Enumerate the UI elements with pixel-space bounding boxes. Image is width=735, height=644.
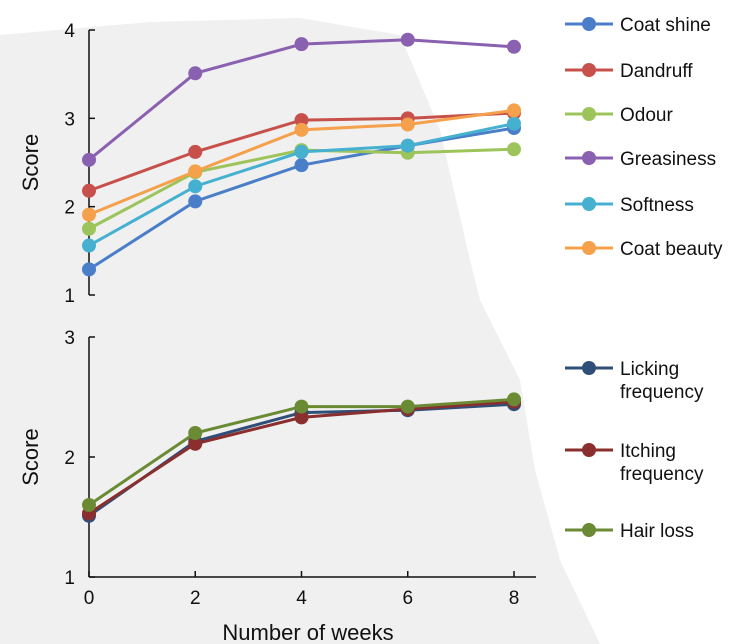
data-point — [82, 262, 96, 277]
data-point — [82, 152, 96, 167]
x-tick-label: 4 — [296, 588, 307, 609]
data-point — [82, 238, 96, 253]
y-tick-label: 3 — [64, 328, 75, 349]
data-point — [507, 392, 521, 407]
data-point — [82, 183, 96, 198]
data-point — [400, 399, 415, 414]
y-tick-label: 3 — [64, 109, 75, 130]
series-greasiness — [82, 32, 521, 167]
data-point — [507, 142, 521, 157]
x-tick-label: 2 — [190, 588, 201, 609]
data-point — [82, 207, 96, 222]
legend-swatch-marker — [582, 361, 596, 375]
chart-panel-attributes: 1 2 3 4 Score Coat shine Dandruff Odour Greasine… — [18, 15, 723, 307]
legend-label: Dandruff — [620, 61, 693, 82]
legend-label: Itching frequency — [620, 441, 704, 485]
legend-entry: Itching frequency — [565, 441, 704, 485]
y-tick-label: 1 — [64, 568, 75, 589]
data-point — [507, 116, 521, 131]
y-tick-label: 1 — [64, 286, 75, 307]
legend-entry: Hair loss — [565, 521, 694, 542]
legend-entry: Softness — [565, 195, 694, 216]
legend-label: Coat beauty — [620, 239, 723, 260]
data-point — [400, 117, 415, 132]
x-tick-label: 6 — [402, 588, 413, 609]
legend-swatch-marker — [582, 197, 596, 211]
data-point — [82, 498, 96, 512]
data-point — [507, 103, 521, 118]
data-point — [294, 122, 309, 137]
legend-swatch-marker — [582, 241, 596, 255]
data-point — [294, 410, 309, 425]
data-point — [188, 179, 203, 194]
legend-entry: Greasiness — [565, 149, 716, 170]
x-axis-title: Number of weeks — [222, 620, 393, 644]
legend-swatch-marker — [582, 63, 596, 77]
data-point — [294, 399, 309, 414]
legend-label: Coat shine — [620, 15, 711, 36]
legend-label: Softness — [620, 195, 694, 216]
data-point — [294, 37, 309, 52]
data-point — [188, 164, 203, 179]
legend-label: Odour — [620, 105, 673, 126]
legend-label: Greasiness — [620, 149, 716, 170]
y-tick-label: 4 — [64, 21, 75, 42]
legend-entry: Coat beauty — [565, 239, 723, 260]
data-point — [188, 436, 203, 451]
legend-label: Licking frequency — [620, 359, 704, 403]
x-tick-label: 8 — [509, 588, 520, 609]
y-tick-label: 2 — [64, 448, 75, 469]
legend-entry: Odour — [565, 105, 673, 126]
legend-swatch-marker — [582, 443, 596, 457]
data-point — [294, 144, 309, 159]
data-point — [294, 158, 309, 173]
data-point — [507, 39, 521, 54]
chart-panel-behaviour: 1 2 3 Score 0 2 4 6 8 Licking frequency Itching freq… — [18, 328, 704, 609]
background-silhouette — [0, 18, 600, 644]
legend-entry: Coat shine — [565, 15, 711, 36]
x-tick-label: 0 — [84, 588, 95, 609]
series-hair-loss — [82, 392, 521, 512]
y-axis-title: Score — [18, 428, 43, 485]
data-point — [82, 221, 96, 236]
series-coat-beauty — [82, 103, 521, 222]
legend-label: Hair loss — [620, 521, 694, 542]
legend-swatch-marker — [582, 523, 596, 537]
legend-swatch-marker — [582, 17, 596, 31]
legend-swatch-marker — [582, 107, 596, 121]
data-point — [188, 426, 203, 440]
y-tick-label: 2 — [64, 198, 75, 219]
data-point — [188, 194, 203, 209]
data-point — [188, 144, 203, 159]
legend-swatch-marker — [582, 151, 596, 165]
data-point — [294, 113, 309, 128]
legend-entry: Licking frequency — [565, 359, 704, 403]
data-point — [400, 138, 415, 153]
y-axis-title: Score — [18, 134, 43, 191]
series-softness — [82, 116, 521, 253]
data-point — [188, 66, 203, 81]
data-point — [400, 32, 415, 47]
legend-entry: Dandruff — [565, 61, 693, 82]
series-dandruff — [82, 106, 521, 198]
